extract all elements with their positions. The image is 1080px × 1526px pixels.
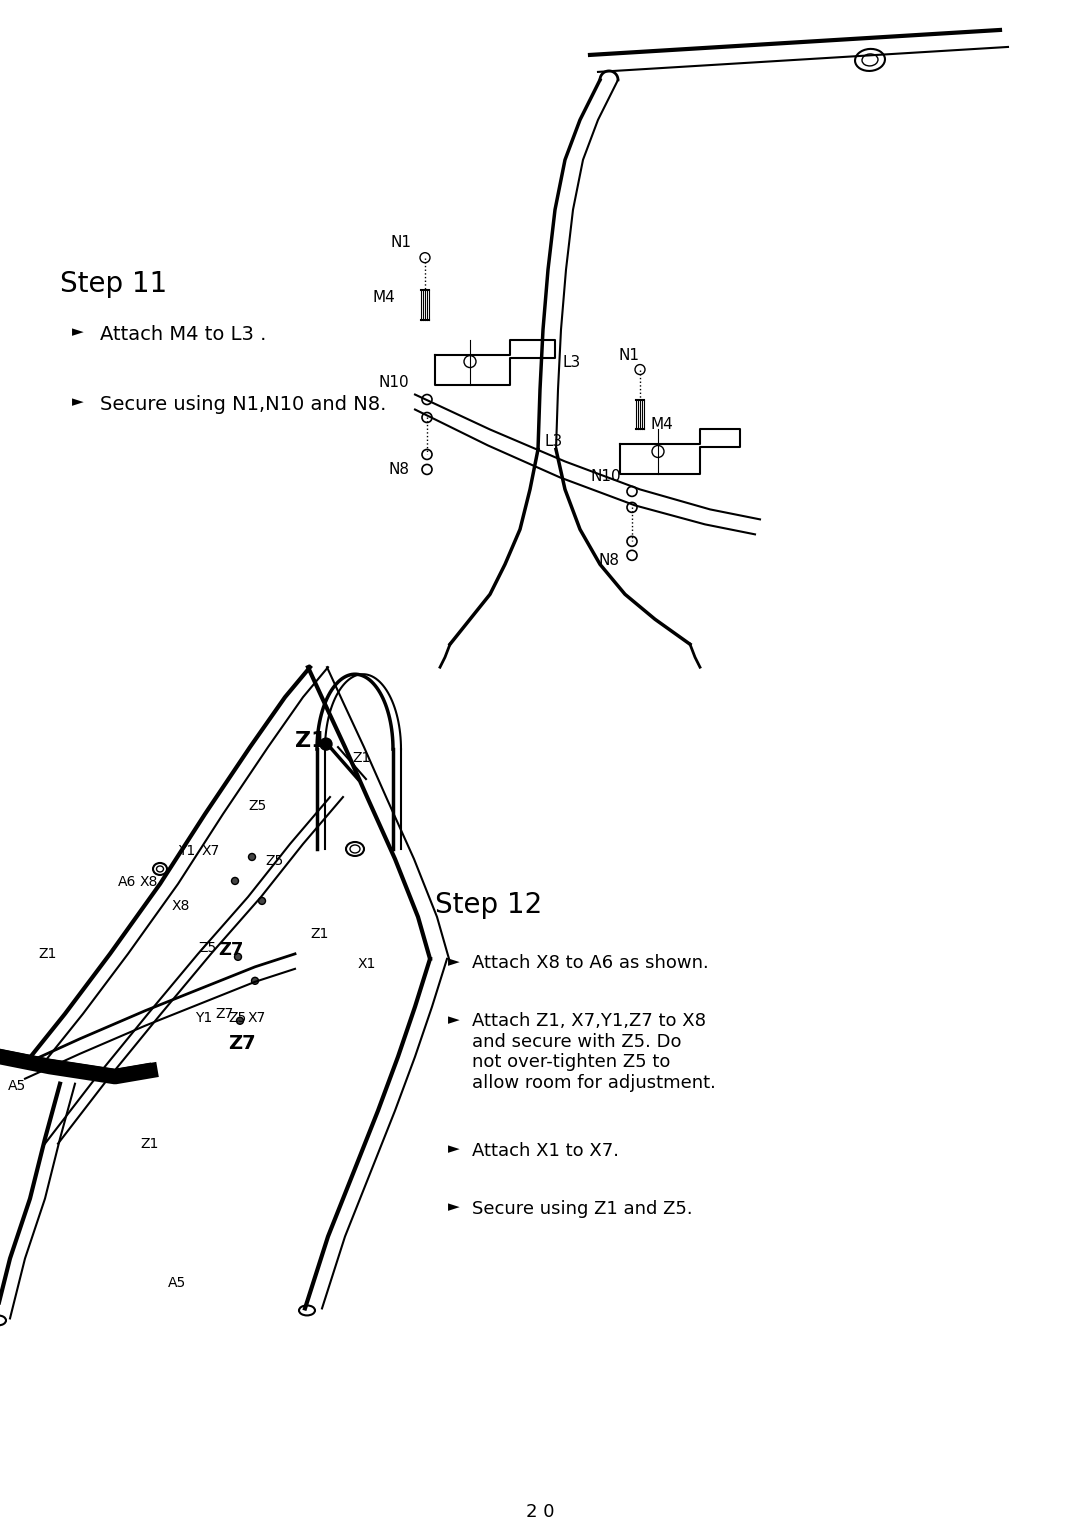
Text: Z7: Z7 <box>228 1033 256 1053</box>
Circle shape <box>252 977 258 984</box>
Text: M4: M4 <box>650 418 673 432</box>
Text: ►: ► <box>448 1199 460 1215</box>
Text: L3: L3 <box>562 354 580 369</box>
Text: Z1: Z1 <box>140 1137 159 1151</box>
Text: Step 12: Step 12 <box>435 891 542 919</box>
Text: Z1: Z1 <box>295 731 326 751</box>
Text: N8: N8 <box>388 462 409 478</box>
Circle shape <box>248 853 256 861</box>
Text: X8: X8 <box>140 874 159 890</box>
Circle shape <box>234 954 242 960</box>
Text: X1: X1 <box>357 957 376 971</box>
Text: Z5: Z5 <box>198 942 216 955</box>
Circle shape <box>231 877 239 885</box>
Text: A5: A5 <box>8 1079 26 1093</box>
Text: M4: M4 <box>372 290 395 305</box>
Text: 2 0: 2 0 <box>526 1503 554 1521</box>
Text: Y1: Y1 <box>195 1010 213 1025</box>
Text: Z1: Z1 <box>352 751 370 765</box>
Text: X7: X7 <box>202 844 220 858</box>
Text: Attach X8 to A6 as shown.: Attach X8 to A6 as shown. <box>472 954 708 972</box>
Text: N10: N10 <box>378 374 408 389</box>
Text: Z5: Z5 <box>265 855 283 868</box>
Text: ►: ► <box>448 954 460 969</box>
Text: A6: A6 <box>118 874 136 890</box>
Text: X7: X7 <box>248 1010 267 1025</box>
Text: Attach M4 to L3 .: Attach M4 to L3 . <box>100 325 267 343</box>
Text: Secure using N1,N10 and N8.: Secure using N1,N10 and N8. <box>100 395 387 414</box>
Text: A5: A5 <box>168 1276 186 1291</box>
Text: N1: N1 <box>390 235 411 250</box>
Text: Z5: Z5 <box>248 800 267 813</box>
Text: Attach Z1, X7,Y1,Z7 to X8
and secure with Z5. Do
not over-tighten Z5 to
allow ro: Attach Z1, X7,Y1,Z7 to X8 and secure wit… <box>472 1012 716 1093</box>
Circle shape <box>258 897 266 905</box>
Text: N1: N1 <box>618 348 639 363</box>
Text: Z1: Z1 <box>38 946 56 961</box>
Text: Y1: Y1 <box>178 844 195 858</box>
Text: Attach X1 to X7.: Attach X1 to X7. <box>472 1141 619 1160</box>
Circle shape <box>320 739 332 751</box>
Text: N8: N8 <box>598 554 619 568</box>
Text: ►: ► <box>72 325 84 340</box>
Text: N10: N10 <box>590 470 621 484</box>
Circle shape <box>237 1018 243 1024</box>
Text: ►: ► <box>448 1012 460 1027</box>
Text: Z5: Z5 <box>228 1010 246 1025</box>
Text: L3: L3 <box>545 435 564 450</box>
Text: ►: ► <box>72 395 84 409</box>
Text: Z7: Z7 <box>215 1007 233 1021</box>
Text: X8: X8 <box>172 899 190 913</box>
Text: ►: ► <box>448 1141 460 1157</box>
Text: Z7: Z7 <box>218 942 243 958</box>
Text: Secure using Z1 and Z5.: Secure using Z1 and Z5. <box>472 1199 692 1218</box>
Text: Step 11: Step 11 <box>60 270 167 298</box>
Text: Z1: Z1 <box>310 926 328 942</box>
